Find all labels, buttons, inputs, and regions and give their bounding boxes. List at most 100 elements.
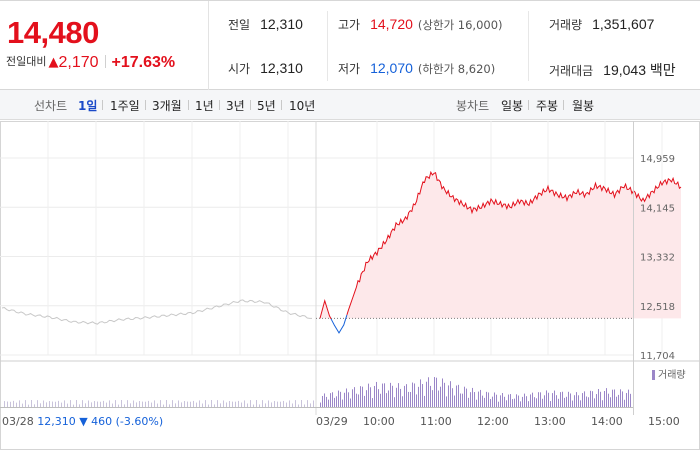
change-value: 2,170 — [58, 54, 99, 71]
chart-area-fill — [320, 172, 681, 319]
volume-bar-prev — [274, 400, 275, 407]
volume-bar — [496, 394, 497, 407]
volume-bar — [532, 392, 533, 407]
volume-bar — [450, 381, 451, 407]
volume-bar — [540, 392, 541, 407]
volume-bar-prev — [46, 402, 47, 407]
volume-bar — [548, 392, 549, 407]
price-chart[interactable]: 14,959 14,145 13,332 12,518 11,704 거래량 03/29 10… — [0, 121, 700, 450]
volume-bar — [412, 382, 413, 407]
volume-bar-prev — [295, 400, 296, 407]
tab-divider — [102, 100, 103, 110]
volume-bar-prev — [19, 400, 20, 407]
volume-bar — [564, 397, 565, 407]
volume-bar — [428, 377, 429, 407]
volume-bar — [624, 399, 625, 407]
volume-bar — [420, 379, 421, 407]
volume-bar — [458, 384, 459, 407]
volume-bar — [368, 383, 369, 407]
volume-bar-prev — [145, 401, 146, 407]
volume-legend-swatch — [652, 370, 655, 380]
volume-bar — [446, 396, 447, 407]
x-tick-label: 10:00 — [363, 415, 395, 428]
volume-bar — [326, 396, 327, 407]
volume-bar-prev — [277, 401, 278, 407]
volume-bar — [424, 395, 425, 407]
tab-3-months[interactable]: 3개월 — [152, 99, 182, 113]
volume-bar — [558, 398, 559, 407]
tab-daily-candle[interactable]: 일봉 — [501, 99, 524, 113]
volume-bar — [588, 397, 589, 407]
volume-bar-prev — [97, 401, 98, 407]
volume-bar-prev — [130, 403, 131, 407]
volume-bar — [356, 393, 357, 407]
volume-bar — [386, 393, 387, 407]
volume-bar — [378, 389, 379, 407]
volume-bar-prev — [127, 400, 128, 407]
volume-bar — [574, 395, 575, 407]
volume-bar-prev — [124, 404, 125, 407]
volume-bar — [538, 392, 539, 407]
volume-bar — [550, 401, 551, 407]
volume-bar — [570, 393, 571, 407]
volume-bar — [392, 385, 393, 407]
volume-bar-prev — [193, 400, 194, 407]
volume-bar-prev — [208, 404, 209, 407]
volume-bar — [530, 394, 531, 407]
volume-bar — [400, 388, 401, 407]
volume-bar — [476, 399, 477, 407]
tab-divider — [528, 100, 529, 110]
tab-1-year[interactable]: 1년 — [195, 99, 214, 113]
volume-bar — [578, 395, 579, 407]
volume-bar — [452, 388, 453, 407]
volume-bar — [366, 390, 367, 407]
volume-bar-prev — [178, 400, 179, 407]
volume-bar-prev — [229, 400, 230, 407]
volume-bar-prev — [301, 400, 302, 407]
volume-bar — [526, 396, 527, 407]
tab-5-years[interactable]: 5년 — [257, 99, 276, 113]
volume-bar — [560, 392, 561, 407]
volume-bar — [528, 401, 529, 407]
volume-bar-prev — [79, 404, 80, 407]
volume-bar — [522, 396, 523, 407]
price-line-up — [319, 298, 332, 320]
tab-3-years[interactable]: 3년 — [226, 99, 245, 113]
volume-bar-prev — [226, 402, 227, 407]
volume-bar — [504, 396, 505, 407]
volume-bar-prev — [34, 404, 35, 407]
volume-bar-prev — [292, 403, 293, 407]
volume-bar — [626, 393, 627, 407]
tab-weekly-candle[interactable]: 주봉 — [536, 99, 559, 113]
volume-bar-prev — [187, 401, 188, 407]
volume-bar-prev — [199, 400, 200, 407]
volume-bar — [514, 398, 515, 407]
volume-bar-prev — [190, 401, 191, 407]
volume-bar — [354, 387, 355, 407]
price-line-down — [330, 314, 348, 334]
volume-bar — [376, 381, 377, 407]
volume-bar-prev — [280, 401, 281, 407]
volume-bar-prev — [181, 402, 182, 407]
volume-bar-prev — [256, 400, 257, 407]
volume-bar — [374, 385, 375, 407]
volume-bar — [492, 396, 493, 407]
volume-bar — [586, 396, 587, 407]
volume-bar — [362, 386, 363, 407]
volume-bar — [348, 392, 349, 407]
volume-bar — [518, 395, 519, 407]
volume-bar — [508, 394, 509, 407]
price-area-fill — [320, 172, 681, 319]
tab-1-day[interactable]: 1일 — [78, 99, 98, 113]
volume-bar — [494, 392, 495, 407]
volume-bar — [520, 401, 521, 407]
tab-10-years[interactable]: 10년 — [289, 99, 316, 113]
chart-axes — [0, 121, 700, 415]
tab-1-week[interactable]: 1주일 — [110, 99, 140, 113]
volume-bar — [372, 398, 373, 407]
x-tick-label: 03/29 — [316, 415, 348, 428]
tab-monthly-candle[interactable]: 월봉 — [572, 99, 595, 113]
volume-bar — [464, 386, 465, 407]
volume-bar-prev — [109, 400, 110, 407]
volume-bar — [320, 402, 321, 407]
